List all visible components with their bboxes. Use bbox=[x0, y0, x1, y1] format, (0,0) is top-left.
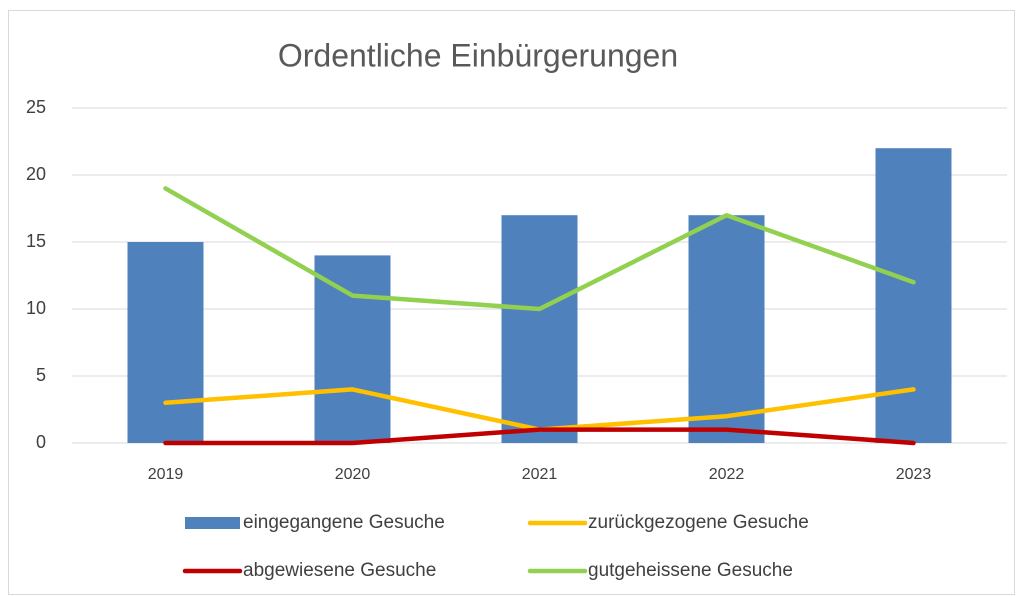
y-tick-label: 5 bbox=[36, 365, 46, 385]
line bbox=[163, 427, 916, 446]
x-tick-label: 2022 bbox=[709, 466, 745, 483]
y-tick-label: 10 bbox=[26, 298, 46, 318]
legend-label: abgewiesene Gesuche bbox=[243, 560, 436, 581]
y-tick-label: 0 bbox=[36, 432, 46, 452]
legend-label: zurückgezogene Gesuche bbox=[588, 512, 809, 533]
x-tick-label: 2021 bbox=[522, 466, 558, 483]
x-tick-label: 2023 bbox=[896, 466, 932, 483]
legend-swatch bbox=[185, 517, 240, 529]
bar bbox=[501, 215, 578, 443]
bar bbox=[875, 148, 952, 443]
bar bbox=[688, 215, 765, 443]
bar bbox=[127, 242, 204, 443]
x-tick-label: 2020 bbox=[335, 466, 371, 483]
bar bbox=[314, 255, 391, 443]
y-tick-label: 20 bbox=[26, 164, 46, 184]
line bbox=[163, 186, 916, 312]
y-tick-label: 25 bbox=[26, 97, 46, 117]
legend-label: eingegangene Gesuche bbox=[243, 512, 445, 533]
x-tick-label: 2019 bbox=[148, 466, 184, 483]
chart-title: Ordentliche Einbürgerungen bbox=[278, 37, 678, 73]
legend-label: gutgeheissene Gesuche bbox=[588, 560, 793, 581]
y-tick-label: 15 bbox=[26, 231, 46, 251]
